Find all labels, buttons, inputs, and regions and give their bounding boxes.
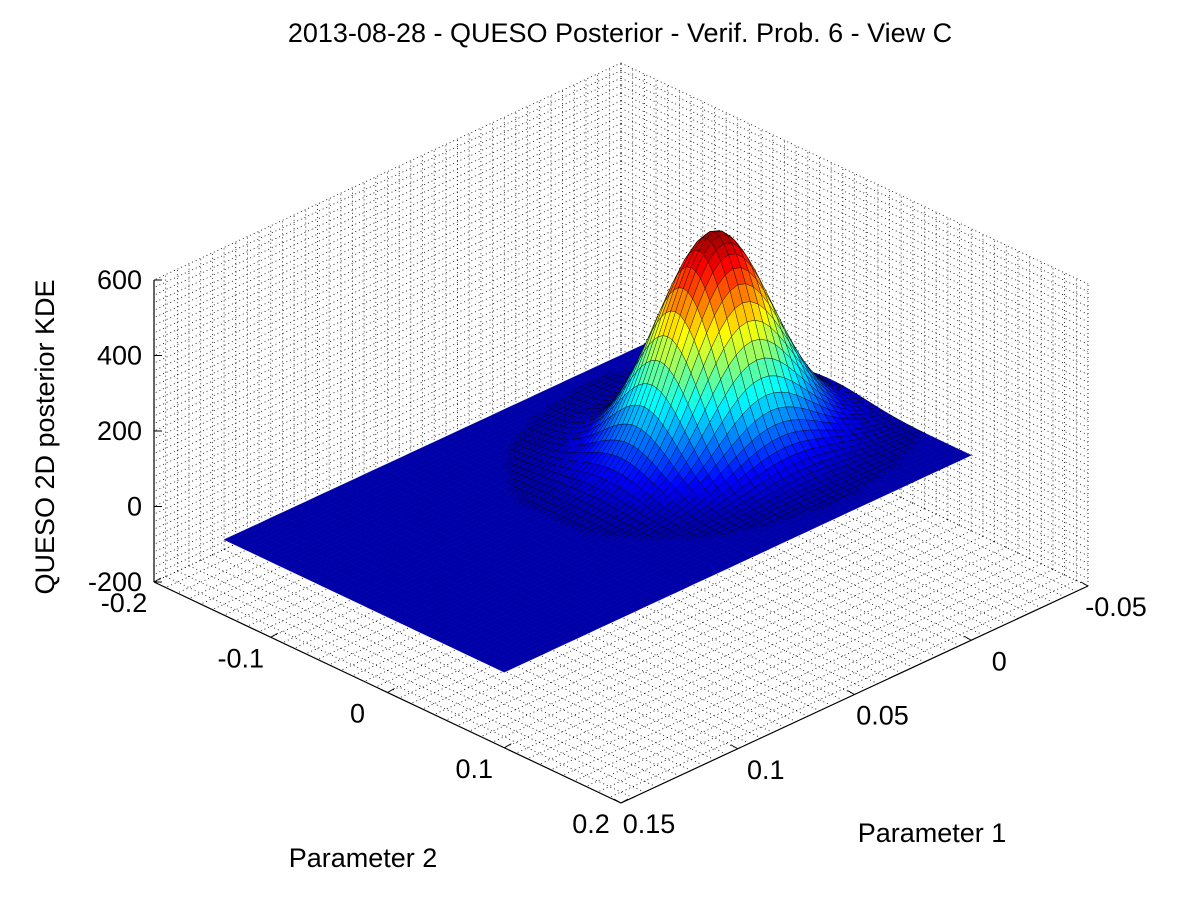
wall-grid-line <box>153 85 622 304</box>
wall-grid-line <box>153 145 622 364</box>
floor-grid-line <box>597 574 1065 793</box>
z-tick-label: -200 <box>88 567 142 597</box>
wall-grid-line <box>153 198 622 417</box>
y-axis-label: Parameter 2 <box>289 843 438 873</box>
z-axis-label: QUESO 2D posterior KDE <box>30 279 60 594</box>
surface-patch <box>499 666 513 673</box>
wall-grid-line <box>153 92 622 311</box>
floor-grid-line <box>585 569 1054 787</box>
wall-grid-line <box>153 190 622 409</box>
x-tick-label: 0.05 <box>856 701 909 731</box>
wall-grid-line <box>153 153 622 371</box>
wall-grid-line <box>153 115 622 334</box>
floor-grid-line <box>609 580 1077 798</box>
wall-grid-line <box>153 130 622 349</box>
wall-grid-line <box>153 160 622 379</box>
y-tick-mark <box>270 632 278 638</box>
y-tick-mark <box>620 798 629 804</box>
wall-grid-line <box>153 77 622 296</box>
wall-grid-line <box>153 70 622 288</box>
x-tick-mark <box>847 690 855 695</box>
x-axis-label: Parameter 1 <box>858 818 1007 848</box>
y-tick-mark <box>153 577 162 583</box>
z-tick-label: 200 <box>97 416 142 446</box>
x-tick-mark <box>1080 581 1089 587</box>
chart-title: 2013-08-28 - QUESO Posterior - Verif. Pr… <box>288 18 952 48</box>
x-tick-label: 0 <box>992 646 1007 676</box>
y-tick-mark <box>387 688 395 693</box>
z-tick-label: 0 <box>127 492 142 522</box>
y-tick-label: 0.2 <box>572 809 610 839</box>
x-tick-label: 0.1 <box>747 755 785 785</box>
tick-labels: -0.05 0 0.05 0.1 0.15 -0.2 -0.1 0 0.1 0.2 -200 0 200… <box>88 265 1147 839</box>
wall-grid-line <box>153 62 622 281</box>
x-tick-label: 0.15 <box>623 809 676 839</box>
wall-grid-line <box>153 123 622 341</box>
y-tick-label: -0.1 <box>217 643 264 673</box>
x-tick-mark <box>613 798 622 804</box>
x-tick-mark <box>730 744 738 750</box>
x-tick-mark <box>964 635 972 641</box>
wall-grid-line <box>153 138 622 356</box>
y-tick-label: -0.2 <box>101 588 148 618</box>
y-tick-label: 0.1 <box>455 754 493 784</box>
z-tick-label: 400 <box>97 341 142 371</box>
y-tick-label: 0 <box>350 699 365 729</box>
surface-mesh <box>223 230 972 673</box>
z-tick-label: 600 <box>97 265 142 295</box>
x-tick-label: -0.05 <box>1085 592 1147 622</box>
wall-grid-line <box>153 183 622 402</box>
y-tick-mark <box>504 743 512 749</box>
